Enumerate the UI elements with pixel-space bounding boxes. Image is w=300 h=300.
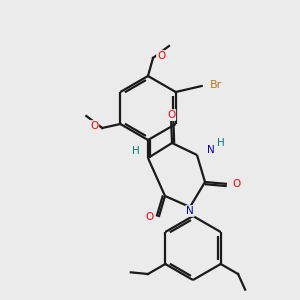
Text: N: N bbox=[186, 206, 194, 216]
Text: H: H bbox=[132, 146, 140, 156]
Text: O: O bbox=[90, 121, 98, 131]
Text: N: N bbox=[207, 145, 215, 155]
Text: O: O bbox=[146, 212, 154, 222]
Text: H: H bbox=[217, 138, 225, 148]
Text: Br: Br bbox=[210, 80, 222, 90]
Text: O: O bbox=[232, 179, 240, 189]
Text: O: O bbox=[157, 51, 165, 61]
Text: O: O bbox=[167, 110, 175, 120]
